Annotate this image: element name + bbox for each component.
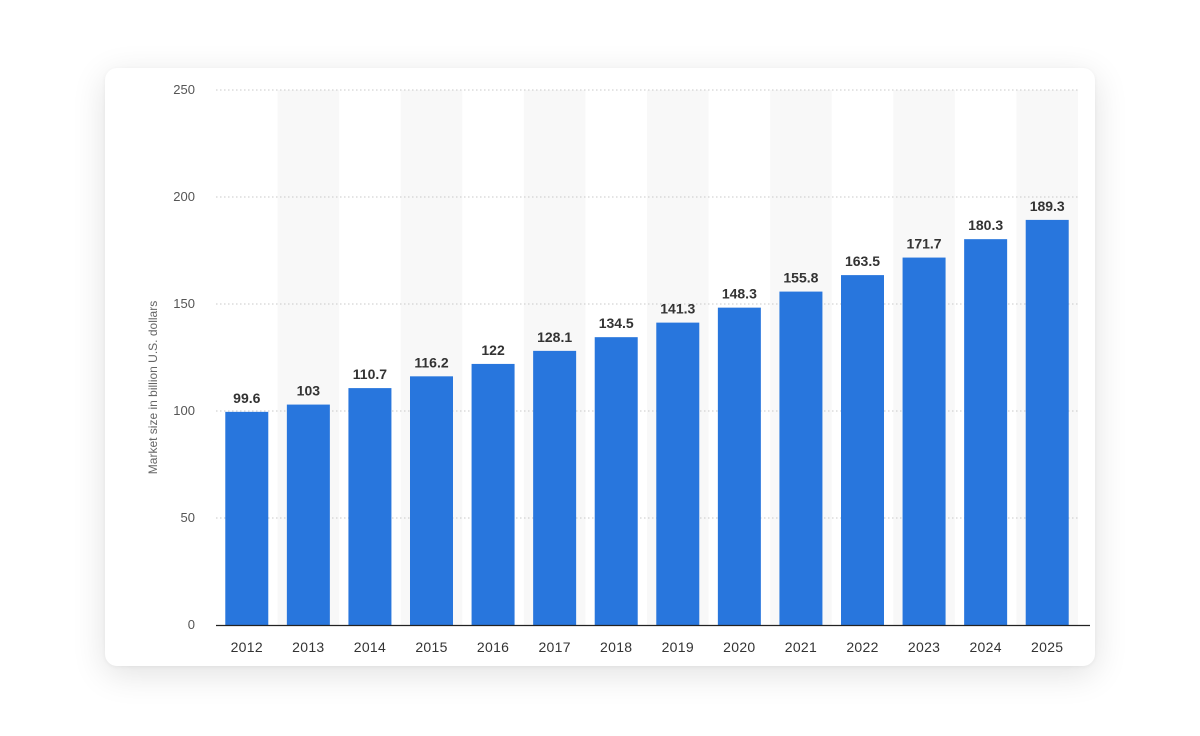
data-label: 180.3 <box>968 217 1003 233</box>
chart-card: 0 50 100 150 200 250 99.6 103 110.7 116.2 122 128.… <box>105 68 1095 666</box>
bar <box>1025 219 1069 625</box>
y-axis-ticks: 0 50 100 150 200 250 <box>173 82 195 632</box>
y-tick-label: 0 <box>188 617 195 632</box>
x-tick-label: 2013 <box>292 639 324 655</box>
y-tick-label: 100 <box>173 403 195 418</box>
bar <box>717 307 761 625</box>
y-axis-label: Market size in billion U.S. dollars <box>146 301 160 474</box>
x-tick-label: 2015 <box>415 639 447 655</box>
x-tick-label: 2023 <box>908 639 940 655</box>
bars <box>225 219 1069 625</box>
bar <box>594 337 638 625</box>
bar <box>225 411 269 625</box>
bar <box>964 239 1008 625</box>
x-tick-label: 2021 <box>785 639 817 655</box>
data-label: 116.2 <box>414 354 448 370</box>
data-label: 189.3 <box>1030 198 1065 214</box>
y-tick-label: 50 <box>181 510 195 525</box>
data-label: 141.3 <box>660 301 695 317</box>
x-tick-label: 2024 <box>969 639 1001 655</box>
x-tick-label: 2025 <box>1031 639 1063 655</box>
data-label: 171.7 <box>907 236 942 252</box>
bar <box>410 376 453 625</box>
bar <box>471 363 515 625</box>
bar <box>902 257 946 625</box>
x-tick-label: 2020 <box>723 639 755 655</box>
data-label: 134.5 <box>599 315 634 331</box>
data-label: 99.6 <box>233 390 260 406</box>
data-label: 122 <box>481 342 505 358</box>
data-labels: 99.6 103 110.7 116.2 122 128.1 134.5 141.3 148.3… <box>233 198 1065 406</box>
data-label: 103 <box>297 383 321 399</box>
bar <box>533 350 577 625</box>
data-label: 148.3 <box>722 286 757 302</box>
bar <box>656 322 700 625</box>
x-tick-label: 2019 <box>662 639 694 655</box>
y-tick-label: 150 <box>173 296 195 311</box>
x-tick-label: 2022 <box>846 639 878 655</box>
bar-chart: 0 50 100 150 200 250 99.6 103 110.7 116.2 122 128.… <box>146 82 1090 655</box>
x-tick-label: 2014 <box>354 639 386 655</box>
data-label: 128.1 <box>537 329 572 345</box>
data-label: 110.7 <box>353 366 387 382</box>
x-tick-label: 2012 <box>231 639 263 655</box>
data-label: 163.5 <box>845 253 880 269</box>
x-tick-label: 2017 <box>538 639 570 655</box>
x-axis-ticks: 2012 2013 2014 2015 2016 2017 2018 2019 2020 2021… <box>231 639 1063 655</box>
x-tick-label: 2018 <box>600 639 632 655</box>
y-tick-label: 250 <box>173 82 195 97</box>
bar <box>841 275 884 625</box>
data-label: 155.8 <box>783 270 818 286</box>
bar <box>286 404 330 625</box>
bar <box>348 388 392 625</box>
x-tick-label: 2016 <box>477 639 509 655</box>
y-tick-label: 200 <box>173 189 195 204</box>
bar <box>779 291 823 625</box>
